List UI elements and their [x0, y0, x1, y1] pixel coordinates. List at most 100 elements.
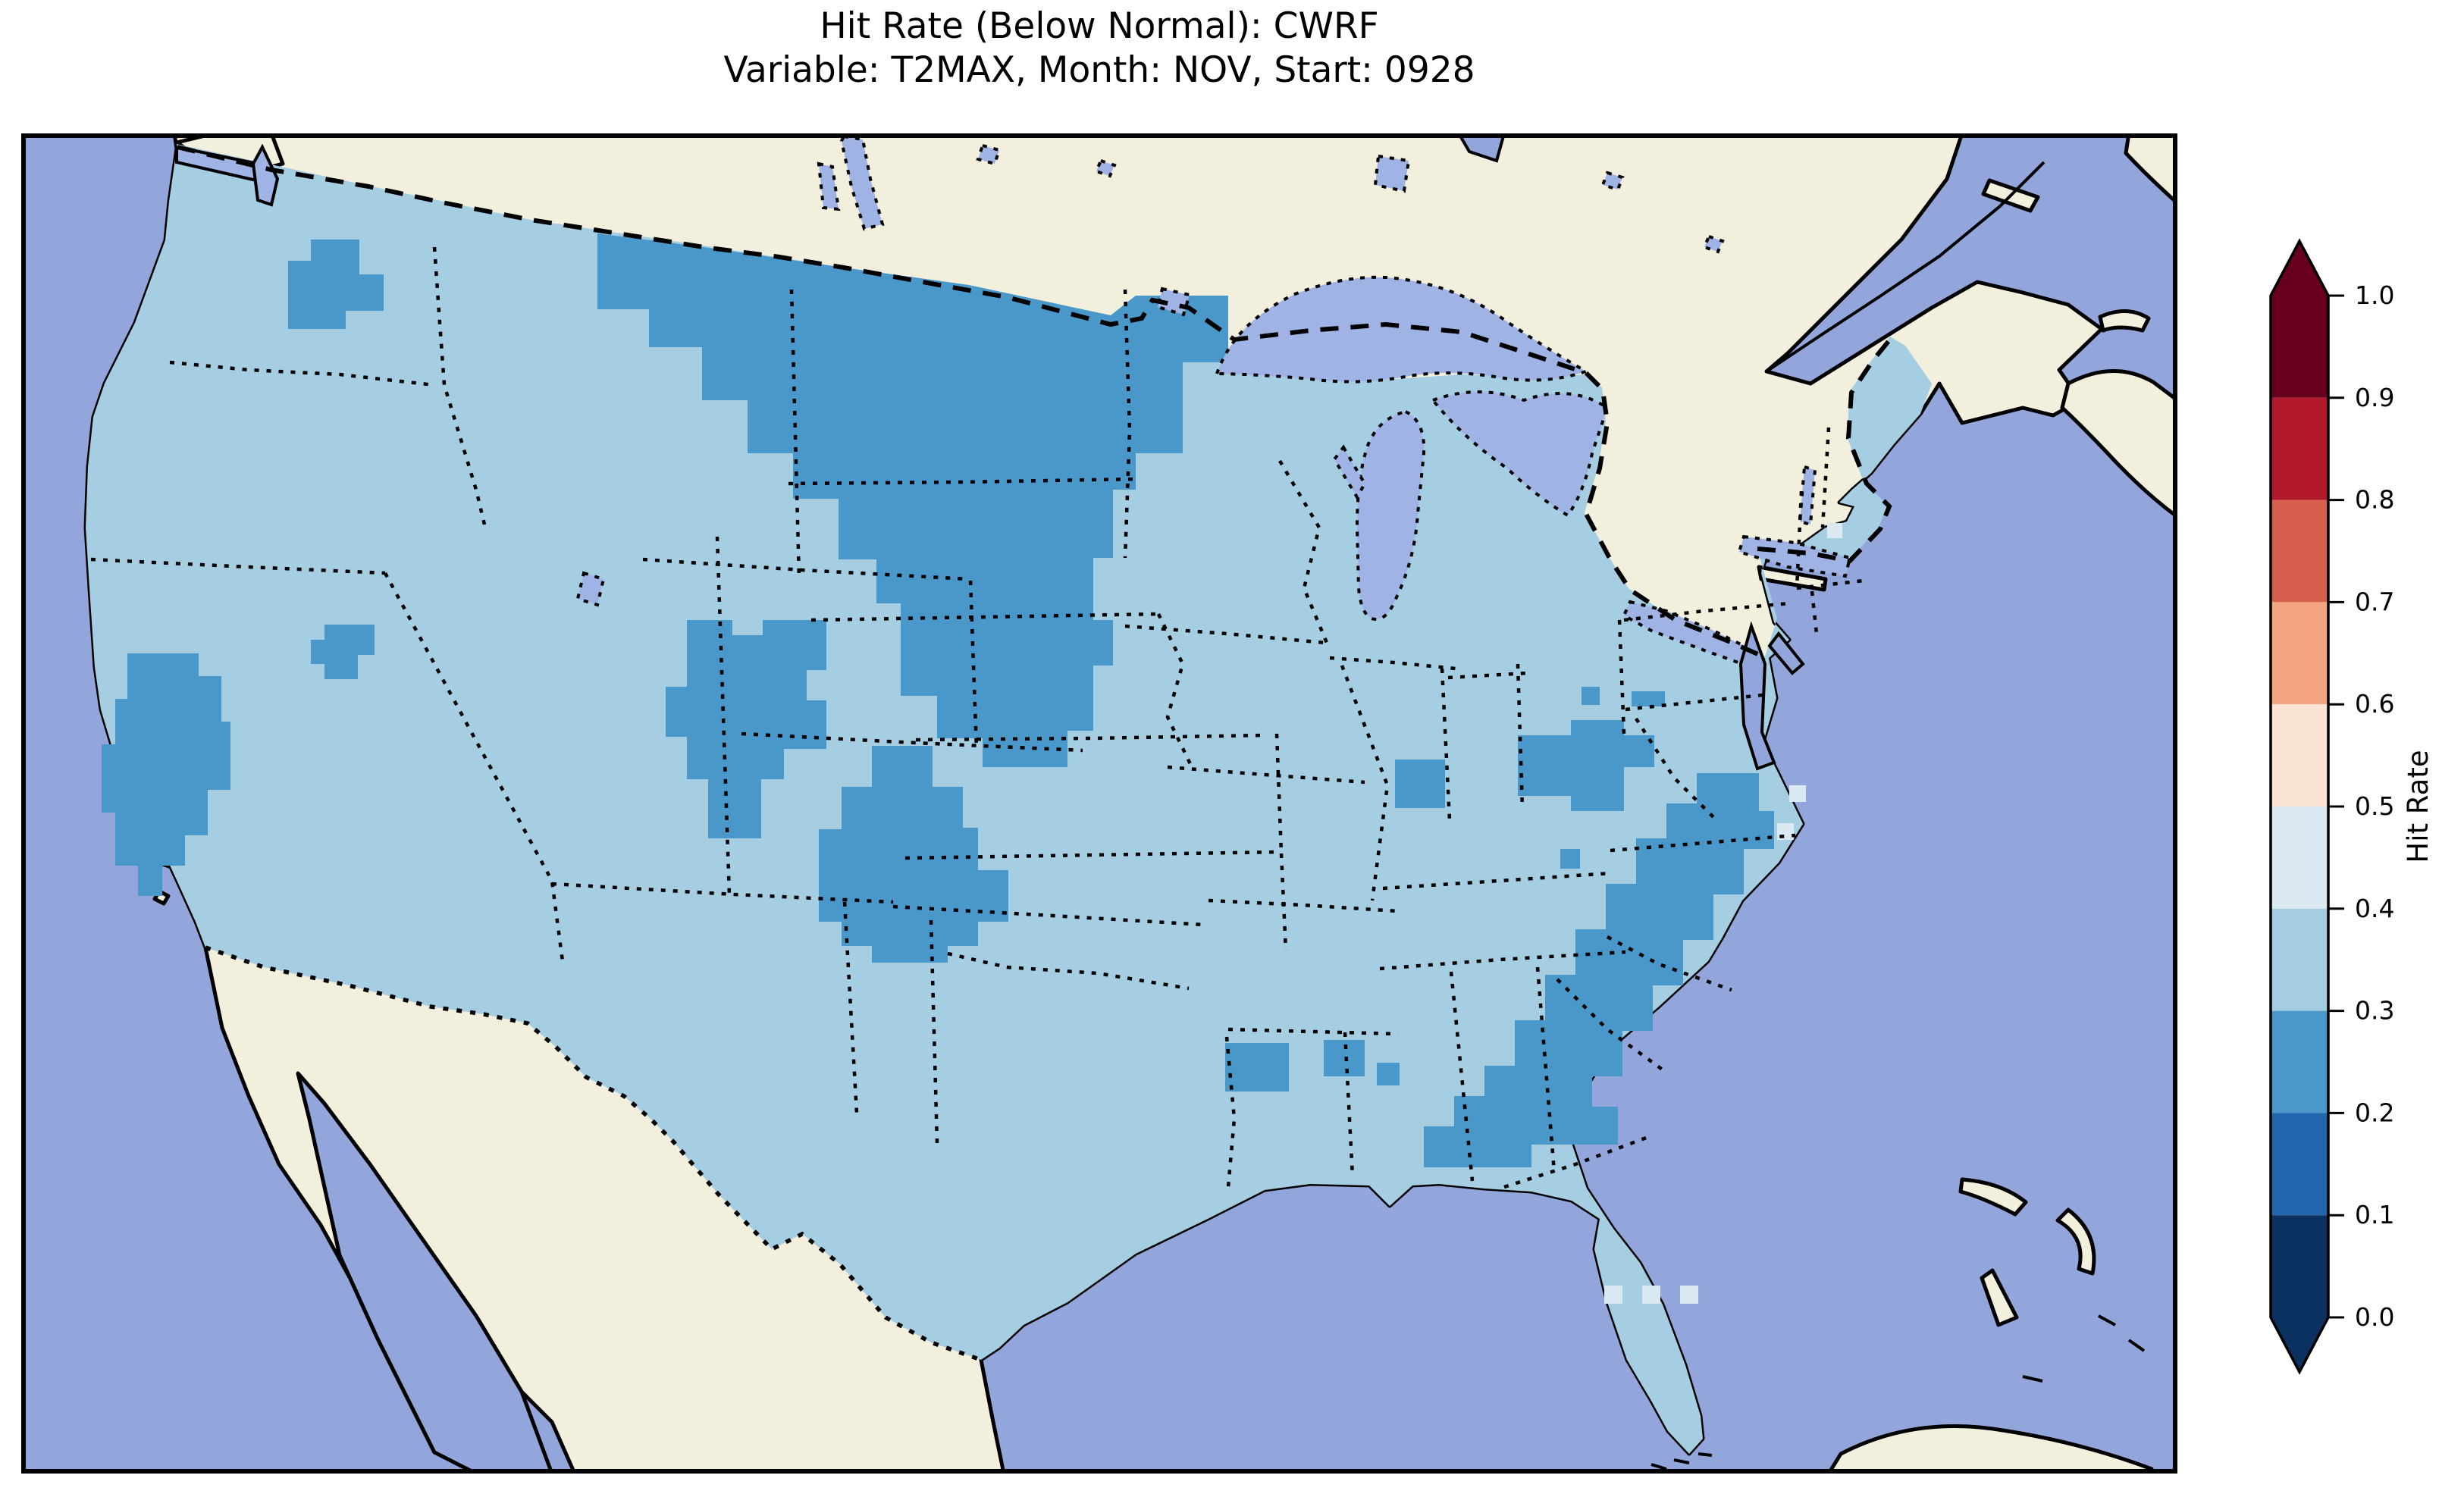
colorbar-axis-label: Hit Rate	[2402, 750, 2434, 863]
tick-label-0.8: 0.8	[2355, 485, 2394, 515]
state-line-red-river	[947, 951, 1190, 991]
state-line-sd-ne	[810, 612, 1159, 622]
colorbar-ticks	[2328, 294, 2344, 1319]
state-line-ca-nv	[384, 572, 565, 962]
bahamas-andros	[1980, 1268, 2019, 1327]
state-line-wy-east	[968, 580, 979, 750]
patch-louisiana-coast-2	[1324, 1040, 1365, 1076]
colorbar-extend-above-arrow	[2271, 241, 2328, 296]
state-line-in-oh	[1516, 663, 1525, 810]
pale-cell-outer-banks-2	[1777, 823, 1794, 840]
state-line-wa-or	[169, 360, 435, 387]
us-canada-border	[177, 145, 1768, 660]
state-line-mi-south	[1447, 671, 1528, 680]
prince-edward-island	[2098, 309, 2151, 333]
state-line-idaho-west	[432, 246, 487, 528]
tick-label-0.7: 0.7	[2355, 587, 2394, 616]
title-line-2: Variable: T2MAX, Month: NOV, Start: 0928	[723, 49, 1475, 91]
state-line-il-in	[1440, 668, 1452, 821]
state-line-ga-fl	[1503, 1135, 1649, 1189]
pale-cell-south-florida-3	[1680, 1286, 1698, 1304]
state-line-wi-il	[1329, 656, 1456, 671]
patch-tennessee	[1395, 760, 1445, 808]
state-line-mt-wy	[642, 557, 970, 581]
patch-nc-small-1	[1560, 849, 1580, 869]
patch-eastern-washington	[288, 240, 384, 329]
patch-virginia-nc-border	[1518, 720, 1654, 811]
tick-label-0.9: 0.9	[2355, 383, 2394, 412]
patch-va-small-1	[1582, 687, 1600, 705]
canada-small-lake-2	[1094, 158, 1117, 178]
map-canvas	[21, 133, 2177, 1474]
title-line-1: Hit Rate (Below Normal): CWRF	[820, 5, 1379, 47]
us-canada-border-east	[1757, 335, 1895, 564]
lake-winnipeg	[839, 134, 885, 231]
tick-label-0.6: 0.6	[2355, 689, 2394, 719]
gulf-of-california	[296, 1072, 554, 1474]
tick-label-0.1: 0.1	[2355, 1200, 2394, 1229]
bays-group	[1456, 133, 1805, 771]
state-line-co-nm	[892, 904, 1205, 927]
chesapeake-bay	[1738, 621, 1776, 771]
james-bay	[1456, 133, 1506, 163]
colorbar: 1.0 0.9 0.8 0.7 0.6 0.5 0.4 0.3 0.2 0.1 …	[2269, 238, 2434, 1375]
state-line-ks-ok	[904, 850, 1281, 860]
lake-huron	[1430, 390, 1610, 518]
patch-southeast-coastal-band	[1424, 773, 1774, 1167]
state-line-mo-ar	[1208, 898, 1399, 913]
colorbar-segment-0	[2271, 1215, 2328, 1317]
state-borders	[90, 246, 1864, 1189]
pale-cell-outer-banks-1	[1789, 785, 1806, 802]
puget-group	[175, 143, 280, 207]
map-frame	[21, 133, 2177, 1474]
state-line-ia-mo	[1167, 765, 1365, 785]
lake-champlain	[1798, 465, 1817, 527]
st-lawrence-river-line	[1765, 161, 2045, 373]
lake-ontario	[1737, 534, 1852, 578]
delaware-bay	[1767, 631, 1805, 675]
patch-northern-plains	[597, 233, 1228, 767]
cuba	[1826, 1424, 2154, 1474]
state-line-ks-mo	[1274, 733, 1284, 854]
patch-louisiana-coast-1	[1225, 1043, 1289, 1092]
florida-keys	[1651, 1452, 1713, 1471]
colorbar-segment-9	[2271, 296, 2328, 398]
state-line-al-ga	[1535, 966, 1556, 1173]
state-line-tn-south	[1379, 950, 1626, 971]
lake-manitoba	[817, 161, 841, 211]
us-mexico-border	[205, 945, 982, 1362]
lake-superior	[1215, 275, 1590, 384]
tick-label-0.4: 0.4	[2355, 894, 2394, 923]
bahamas-eleuthera	[2055, 1207, 2096, 1276]
state-line-ar-la	[1227, 1027, 1399, 1036]
lakes-group	[575, 134, 1852, 672]
coast-details	[1651, 161, 2146, 1471]
state-line-tx-la	[1224, 1036, 1237, 1188]
canada-small-lake-3	[1600, 171, 1625, 192]
colorbar-extend-below-arrow	[2271, 1317, 2328, 1372]
figure-title: Hit Rate (Below Normal): CWRF Variable: …	[21, 5, 2177, 92]
state-line-ky-tn	[1382, 871, 1611, 891]
state-line-nc-sc	[1606, 935, 1732, 992]
pale-cell-cape-cod	[1827, 523, 1842, 538]
state-line-nh-me	[1820, 427, 1831, 528]
state-line-az-north	[551, 882, 894, 904]
nova-scotia-land	[2060, 369, 2177, 519]
patch-va-small-2	[1632, 691, 1665, 706]
tick-label-0.2: 0.2	[2355, 1098, 2394, 1127]
state-line-pa-ny	[1623, 601, 1790, 622]
colorbar-segment-4	[2271, 807, 2328, 909]
canada-small-lake-4	[1702, 234, 1725, 254]
patch-nc-small-2	[1610, 911, 1627, 928]
colorbar-segment-6	[2271, 602, 2328, 705]
patch-northeast-nevada	[311, 625, 375, 679]
state-line-nd-sd	[788, 477, 1136, 486]
hit-rate-patches-02-03	[102, 233, 1774, 1167]
lake-michigan	[1355, 409, 1426, 621]
pale-cell-south-florida-2	[1642, 1286, 1660, 1304]
great-salt-lake	[575, 571, 606, 607]
state-line-mn-wi	[1278, 459, 1329, 644]
country-borders	[177, 145, 1895, 1362]
lake-nipigon	[1373, 154, 1411, 193]
